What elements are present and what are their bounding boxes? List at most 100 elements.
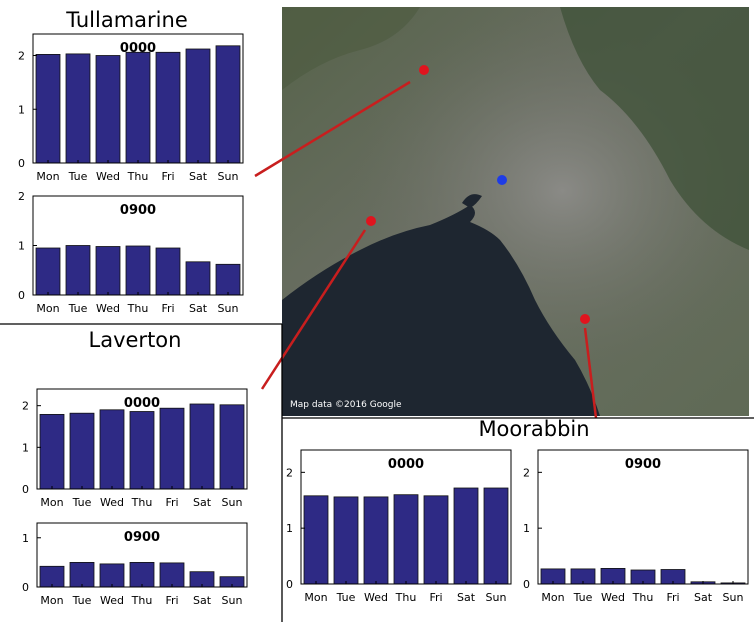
station-title-moorabbin: Moorabbin [478,417,589,441]
chart-panel: 0 1 2 Mon Tue Wed Thu Fri Sat Sun 0900 [523,449,749,604]
tullamarine-marker[interactable] [419,65,429,75]
y-tick-label: 2 [286,466,293,479]
bar [95,246,121,296]
x-tick-label: Thu [131,594,153,607]
x-tick-label: Fri [165,496,178,509]
bar [129,411,155,490]
x-tick-label: Sat [193,496,212,509]
bar [215,45,241,164]
bar [65,245,91,296]
x-tick-label: Mon [40,594,63,607]
bar [129,562,155,588]
x-tick-label: Mon [36,302,59,315]
bar [483,487,509,585]
bar [393,494,419,585]
bar [69,412,95,490]
bar [363,496,389,585]
x-tick-label: Wed [601,591,625,604]
chart-title: 0900 [120,203,156,218]
bar [159,407,185,490]
laverton-connector [260,229,367,390]
chart-title: 0000 [388,457,424,472]
y-tick-label: 0 [22,581,29,594]
bar [125,245,151,296]
x-tick-label: Thu [395,591,417,604]
x-tick-label: Fri [165,594,178,607]
x-tick-label: Mon [36,170,59,183]
x-tick-label: Sun [218,302,239,315]
laverton-marker[interactable] [366,216,376,226]
chart-panel: 0 1 Mon Tue Wed Thu Fri Sat Sun 0900 [22,522,248,607]
x-tick-label: Thu [127,302,149,315]
x-tick-label: Sat [694,591,713,604]
x-tick-label: Sun [222,496,243,509]
satellite-map[interactable]: Map data ©2016 Google [282,7,749,416]
x-tick-label: Tue [68,170,88,183]
chart-title: 0000 [124,396,160,411]
y-tick-label: 2 [18,190,25,203]
x-tick-label: Mon [40,496,63,509]
bar [215,263,241,296]
x-tick-label: Thu [127,170,149,183]
bar [189,403,215,490]
moorabbin-marker[interactable] [580,314,590,324]
station-title-laverton: Laverton [89,328,182,352]
x-tick-label: Sun [222,594,243,607]
bar [69,562,95,588]
x-tick-label: Fri [666,591,679,604]
y-tick-label: 2 [523,466,530,479]
forest-region [282,7,420,90]
x-tick-label: Tue [573,591,593,604]
chart-title: 0900 [625,457,661,472]
bar [219,404,245,490]
chart-title: 0900 [124,530,160,545]
x-tick-label: Fri [161,170,174,183]
x-tick-label: Sat [457,591,476,604]
y-tick-label: 1 [22,441,29,454]
y-tick-label: 1 [18,240,25,253]
y-tick-label: 0 [523,578,530,591]
tullamarine-connector [254,80,411,178]
x-tick-label: Tue [336,591,356,604]
x-tick-label: Tue [72,496,92,509]
bar [333,496,359,585]
x-tick-label: Wed [364,591,388,604]
y-tick-label: 0 [18,289,25,302]
x-tick-label: Fri [429,591,442,604]
x-tick-label: Sun [218,170,239,183]
x-tick-label: Tue [72,594,92,607]
x-tick-label: Fri [161,302,174,315]
bar [185,261,211,296]
bar [39,565,65,588]
bar [155,51,181,164]
bay-inlet [462,194,482,208]
city-marker[interactable] [497,175,507,185]
bar [39,413,65,490]
bar [303,495,329,585]
x-tick-label: Wed [96,302,120,315]
x-tick-label: Tue [68,302,88,315]
y-tick-label: 2 [18,50,25,63]
x-tick-label: Wed [100,594,124,607]
bar [99,409,125,490]
y-tick-label: 0 [286,578,293,591]
x-tick-label: Wed [100,496,124,509]
moorabbin-connector [583,327,598,419]
x-tick-label: Thu [131,496,153,509]
x-tick-label: Sat [189,170,208,183]
y-tick-label: 0 [22,483,29,496]
bar [453,487,479,585]
bay-water [282,205,600,416]
chart-panel: 0 1 2 Mon Tue Wed Thu Fri Sat Sun 0000 [18,33,244,183]
bar [35,54,61,164]
y-tick-label: 0 [18,157,25,170]
forest-region [560,7,749,250]
bar [35,247,61,296]
chart-title: 0000 [120,41,156,56]
y-tick-label: 1 [523,522,530,535]
bar [125,51,151,164]
bar [99,563,125,588]
bar [185,48,211,164]
